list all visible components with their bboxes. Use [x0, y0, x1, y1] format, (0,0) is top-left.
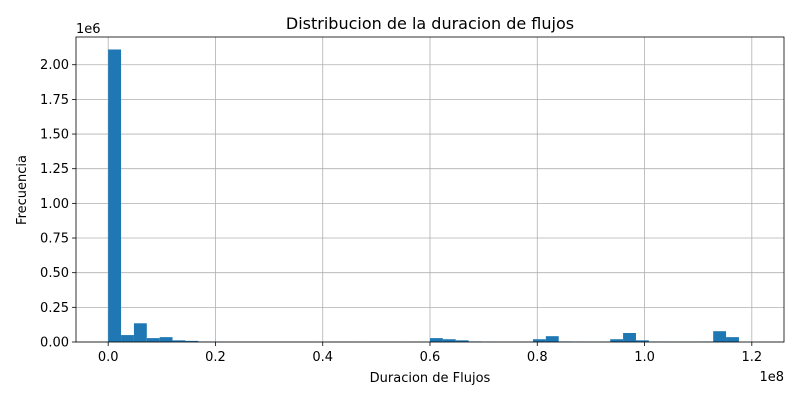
x-tick-label: 0.6 — [420, 350, 441, 365]
y-tick-label: 0.75 — [40, 232, 69, 247]
y-tick-label: 1.00 — [40, 197, 69, 212]
y-tick-label: 0.25 — [40, 301, 69, 316]
y-tick-label: 1.50 — [40, 128, 69, 143]
histogram-bar — [160, 337, 173, 342]
y-tick-label: 2.00 — [40, 58, 69, 73]
x-tick-label: 1.0 — [634, 350, 655, 365]
y-axis-label: Frecuencia — [15, 155, 30, 225]
x-tick-label: 0.2 — [205, 350, 226, 365]
grid-layer — [76, 37, 784, 342]
x-tick-label: 0.4 — [312, 350, 333, 365]
y-tick-label: 0.00 — [40, 336, 69, 351]
y-tick-label: 0.50 — [40, 266, 69, 281]
y-tick-label: 1.75 — [40, 93, 69, 108]
x-axis-offset-label: 1e8 — [759, 370, 784, 385]
histogram-bar — [121, 335, 134, 342]
histogram-bar — [134, 323, 147, 342]
x-tick-label: 0.0 — [98, 350, 119, 365]
axis-layer: 0.0 0.2 0.4 0.6 0.8 1.0 1.2 0.00 0.25 0.50 0.75 1.0… — [40, 37, 784, 365]
histogram-bar — [726, 337, 739, 342]
histogram-bar — [430, 338, 443, 342]
histogram-bar — [443, 339, 456, 342]
histogram-bar — [108, 49, 121, 342]
x-tick-label: 0.8 — [527, 350, 548, 365]
histogram-bar — [623, 333, 636, 342]
histogram-bar — [610, 339, 623, 342]
chart-title: Distribucion de la duracion de flujos — [286, 14, 574, 33]
y-axis-offset-label: 1e6 — [76, 22, 101, 37]
histogram-bar — [713, 331, 726, 342]
histogram-bar — [546, 336, 559, 342]
histogram-bar — [533, 339, 546, 342]
x-axis-label: Duracion de Flujos — [370, 371, 491, 386]
x-tick-label: 1.2 — [741, 350, 762, 365]
y-tick-label: 1.25 — [40, 162, 69, 177]
histogram-bar — [147, 338, 160, 342]
